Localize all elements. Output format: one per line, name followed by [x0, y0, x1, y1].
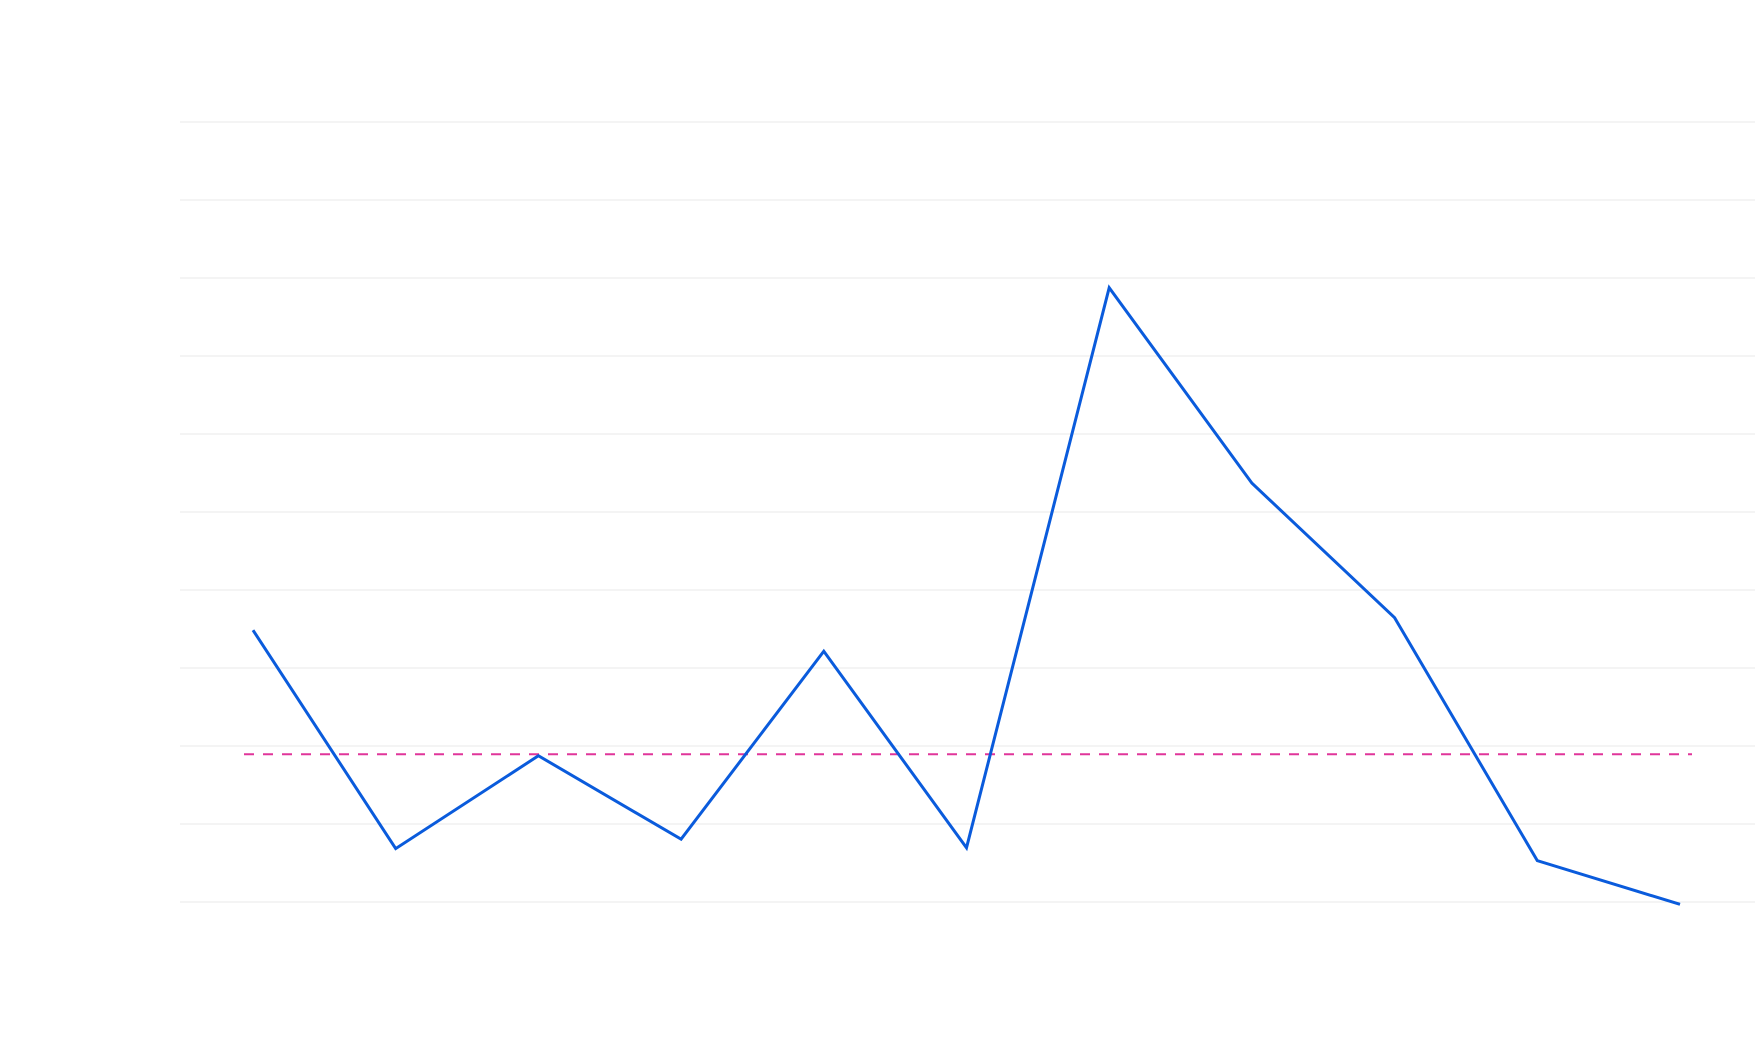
series-line [251, 284, 1681, 906]
series-layer [251, 284, 1681, 906]
gridlines [180, 121, 1755, 903]
